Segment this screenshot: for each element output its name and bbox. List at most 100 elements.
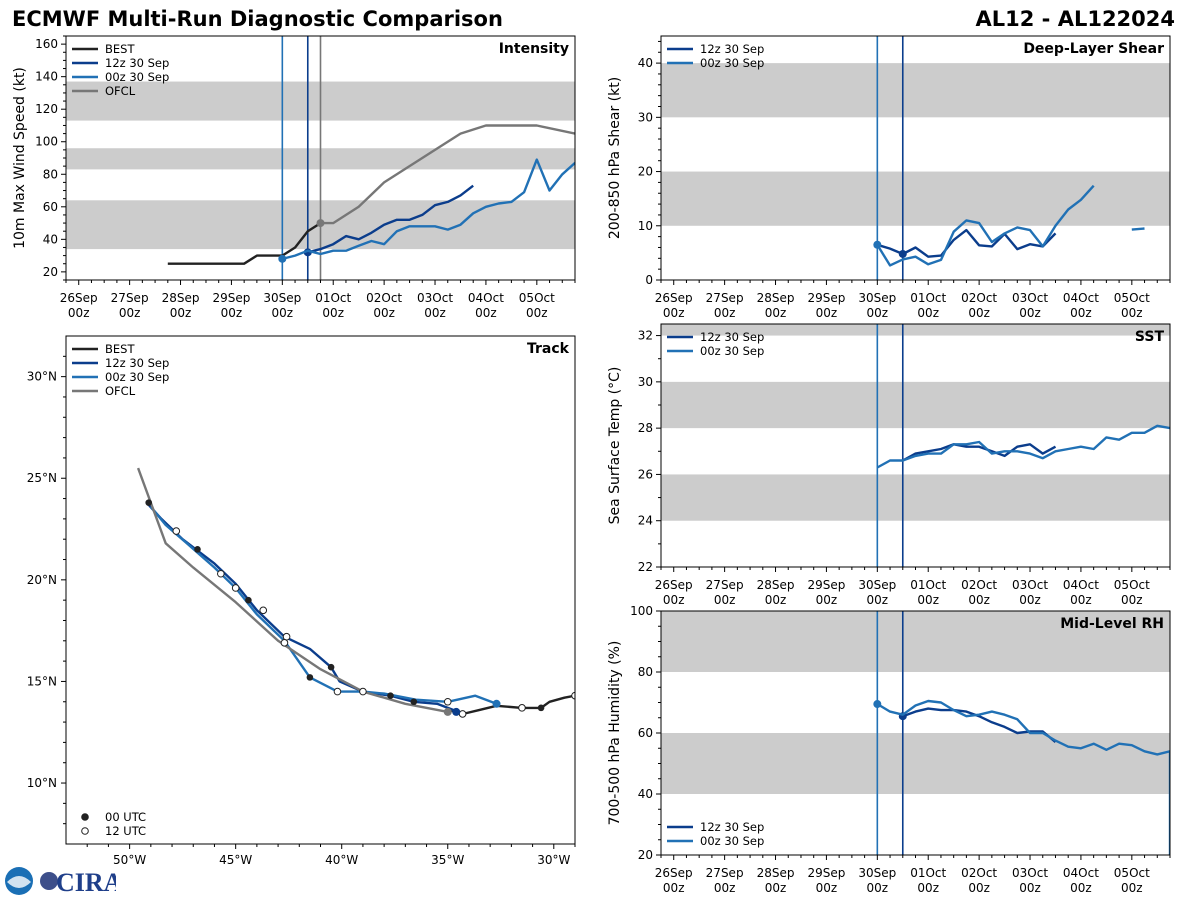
track-plot-area [136,467,575,718]
panel-rh: 26Sep00z27Sep00z28Sep00z29Sep00z30Sep00z… [607,604,1171,895]
agency-logos: CIRA [5,867,116,897]
shear-xtick-label-date: 26Sep [655,291,693,305]
rh-ytick-label: 80 [638,665,653,679]
track-point-00utc [387,692,394,699]
sst-series-run12-line [902,443,1057,462]
track-legend-marker-label: 00 UTC [105,810,146,824]
rh-xtick-label-hour: 00z [867,881,889,895]
track-xtick-label: 30°W [537,853,570,867]
rh-band-1 [661,611,1170,672]
intensity-xtick-label-date: 27Sep [111,291,149,305]
sst-plot-area [661,324,1170,567]
rh-xtick-label-date: 01Oct [910,866,946,880]
track-legend-label-best: BEST [105,342,135,356]
sst-xtick-label-hour: 00z [917,593,939,607]
sst-xtick-label-date: 04Oct [1063,578,1099,592]
track-point-12utc [280,639,289,647]
shear-xtick-label-hour: 00z [1019,306,1041,320]
sst-xtick-label-date: 29Sep [807,578,845,592]
cira-logo-text: CIRA [56,868,116,897]
shear-series-run00-marker [873,240,882,249]
intensity-ylabel: 10m Max Wind Speed (kt) [12,67,28,249]
sst-xtick-label-date: 01Oct [910,578,946,592]
shear-series-run00-line [876,184,1095,267]
sst-ytick-label: 28 [638,421,653,435]
track-point-ofcl [443,707,452,716]
track-title: Track [527,341,570,357]
track-point-00utc [145,499,153,506]
sst-frame [660,323,1171,568]
shear-xtick-label-date: 28Sep [757,291,795,305]
rh-series-run00-line [876,699,1170,855]
intensity-legend-label-run12: 12z 30 Sep [105,56,169,70]
panel-shear: 26Sep00z27Sep00z28Sep00z29Sep00z30Sep00z… [607,35,1171,320]
track-point-00utc [327,663,335,671]
shear-xtick-label-hour: 00z [816,306,838,320]
track-point-00utc [410,698,418,706]
track-point-run00 [492,699,501,708]
shear-ytick-label: 40 [638,56,653,70]
intensity-xtick-label-date: 29Sep [212,291,250,305]
intensity-xtick-label-date: 05Oct [519,291,555,305]
shear-xtick-label-hour: 00z [1121,306,1143,320]
rh-xtick-label-date: 27Sep [706,866,744,880]
rh-band-0 [661,733,1170,794]
figure-title: ECMWF Multi-Run Diagnostic Comparison [12,7,503,31]
intensity-ytick-label: 60 [43,200,58,214]
sst-xtick-label-date: 02Oct [961,578,997,592]
shear-legend-label-run00: 00z 30 Sep [700,56,764,70]
shear-series-run12-line [876,228,1057,258]
sst-xtick-label-hour: 00z [663,593,685,607]
track-point-00utc [245,596,252,604]
track-legend-label-run12: 12z 30 Sep [105,356,169,370]
sst-title: SST [1135,329,1165,345]
rh-ytick-label: 60 [638,726,653,740]
intensity-legend-label-best: BEST [105,42,135,56]
rh-xtick-label-hour: 00z [1019,881,1041,895]
sst-xtick-label-hour: 00z [765,593,787,607]
track-frame [65,335,576,845]
intensity-ytick-label: 40 [43,232,58,246]
intensity-xtick-label-date: 28Sep [162,291,200,305]
shear-xtick-label-date: 30Sep [858,291,896,305]
sst-band-2 [661,324,1170,336]
intensity-xtick-label-date: 03Oct [417,291,453,305]
track-ytick-label: 30°N [27,370,57,384]
sst-xtick-label-date: 26Sep [655,578,693,592]
sst-xtick-label-date: 28Sep [757,578,795,592]
intensity-xtick-label-hour: 00z [68,306,90,320]
track-legend-label-run00: 00z 30 Sep [105,370,169,384]
intensity-xtick-label-hour: 00z [119,306,141,320]
track-legend-marker-filled [81,813,89,821]
rh-xtick-label-hour: 00z [765,881,787,895]
shear-xtick-label-hour: 00z [867,306,889,320]
shear-plot-area [661,36,1170,280]
intensity-xtick-label-hour: 00z [526,306,548,320]
intensity-xtick-label-date: 26Sep [60,291,98,305]
track-point-12utc [359,687,367,696]
intensity-ytick-label: 160 [35,37,58,51]
sst-band-1 [661,381,1170,429]
track-series-run00-line [149,505,497,705]
sst-legend-label-run12: 12z 30 Sep [700,330,764,344]
shear-series-run00-line [1131,227,1145,231]
track-ytick-label: 10°N [27,776,57,790]
sst-xtick-label-hour: 00z [968,593,990,607]
sst-ytick-label: 30 [638,375,653,389]
intensity-xtick-label-hour: 00z [424,306,446,320]
track-series-run12-line [145,501,459,714]
rh-xtick-label-hour: 00z [917,881,939,895]
intensity-ytick-label: 140 [35,70,58,84]
intensity-xtick-label-date: 30Sep [263,291,301,305]
intensity-legend-label-ofcl: OFCL [105,84,136,98]
shear-xtick-label-date: 04Oct [1063,291,1099,305]
intensity-series-run12-line [307,184,474,254]
track-legend-label-ofcl: OFCL [105,384,136,398]
shear-legend-label-run12: 12z 30 Sep [700,42,764,56]
track-xtick-label: 45°W [219,853,252,867]
shear-xtick-label-hour: 00z [1070,306,1092,320]
track-legend-marker-open [81,827,89,835]
intensity-legend-label-run00: 00z 30 Sep [105,70,169,84]
